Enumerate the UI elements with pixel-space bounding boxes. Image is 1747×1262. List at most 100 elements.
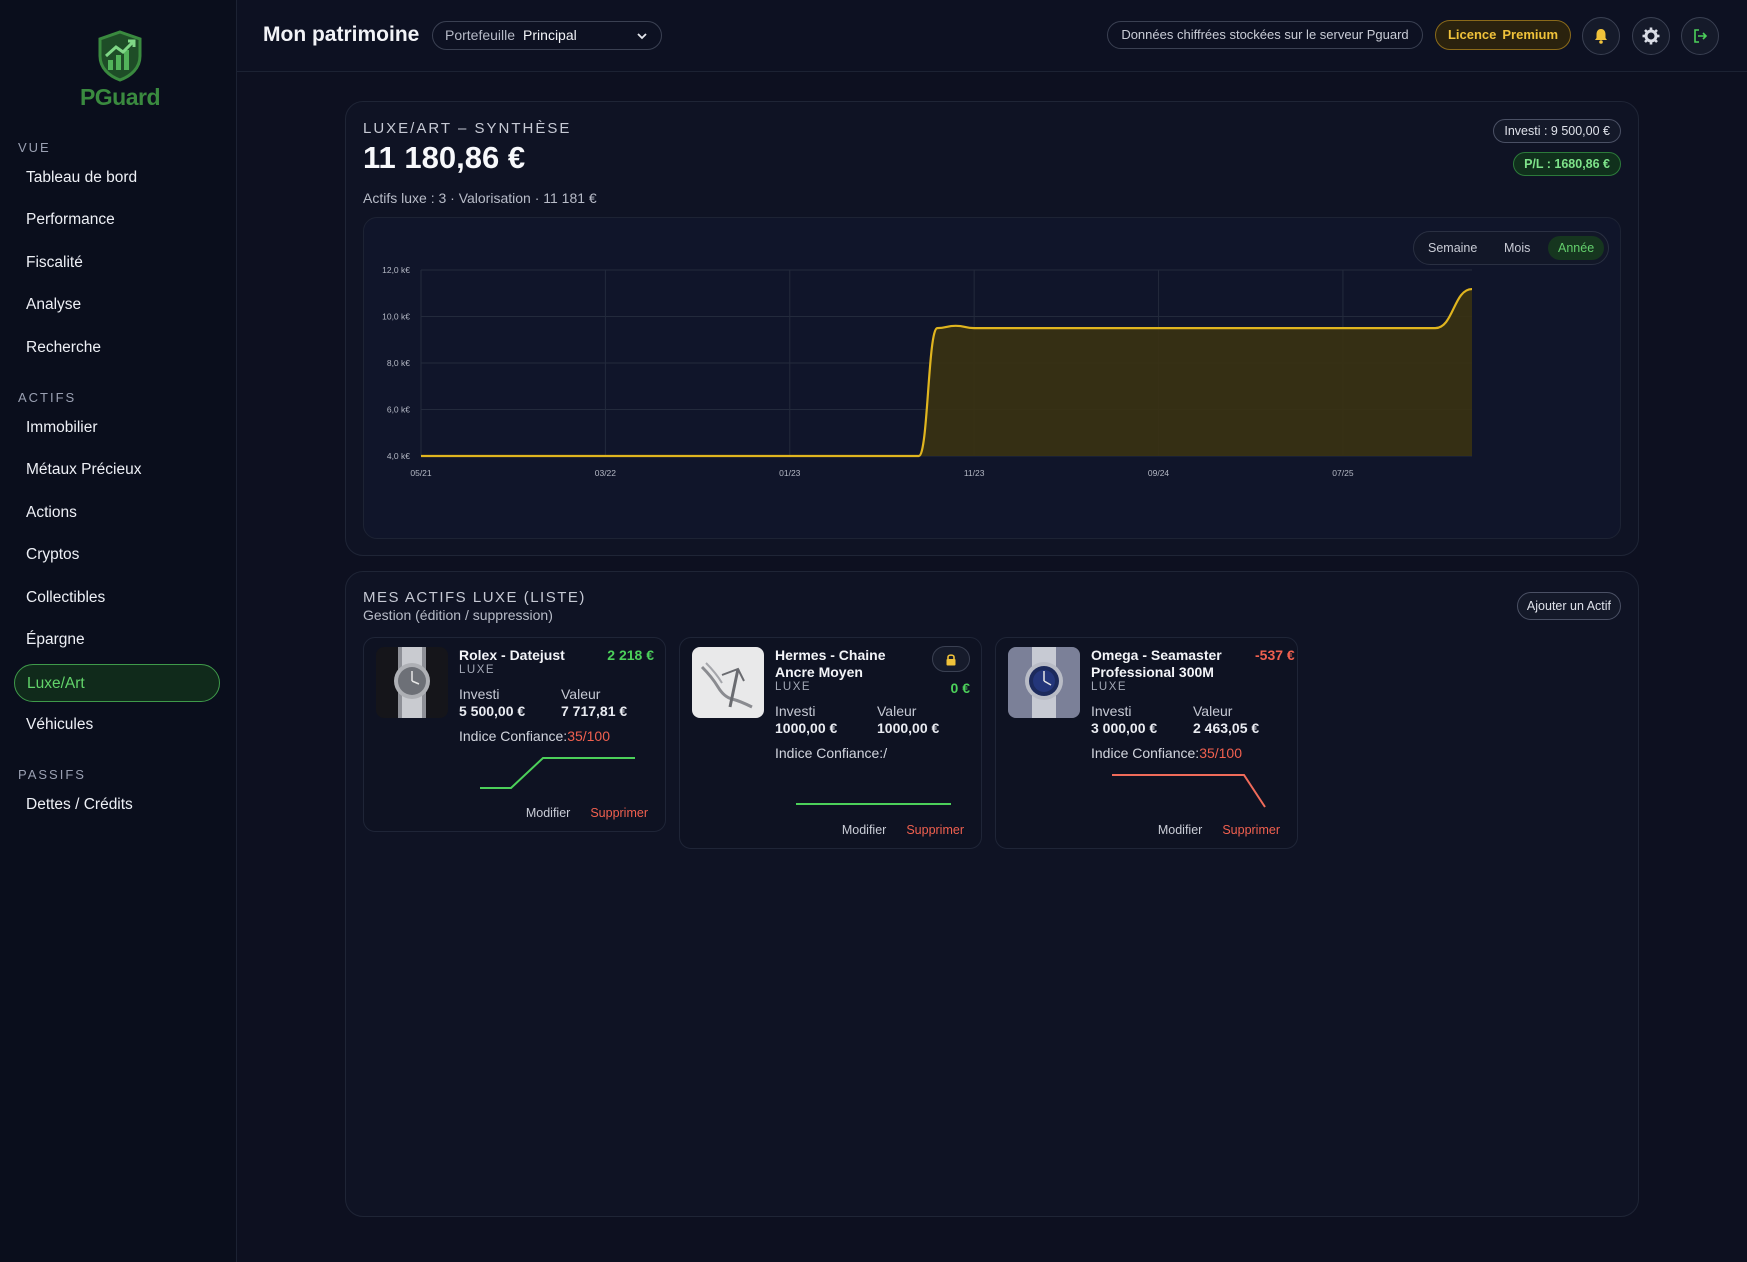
portfolio-label: Portefeuille bbox=[445, 27, 516, 43]
chart-area bbox=[421, 289, 1472, 456]
sidebar-item-tableau-de-bord[interactable]: Tableau de bord bbox=[26, 169, 138, 186]
lock-button[interactable] bbox=[932, 646, 970, 672]
shield-logo-icon bbox=[98, 30, 142, 82]
sidebar: PGuard VUE Tableau de bord Performance F… bbox=[0, 0, 237, 1262]
sidebar-item-luxe-art[interactable]: Luxe/Art bbox=[14, 664, 220, 702]
sidebar-item-performance[interactable]: Performance bbox=[26, 211, 115, 228]
delete-button[interactable]: Supprimer bbox=[590, 806, 648, 820]
summary-subline: Actifs luxe : 3 · Valorisation · 11 181 … bbox=[363, 190, 597, 206]
portfolio-value: Principal bbox=[523, 27, 577, 43]
asset-category: LUXE bbox=[459, 664, 496, 676]
asset-category: LUXE bbox=[1091, 681, 1128, 693]
summary-panel: LUXE/ART – SYNTHÈSE 11 180,86 € Actifs l… bbox=[345, 101, 1639, 556]
chevron-down-icon bbox=[637, 33, 647, 40]
asset-delta: -537 € bbox=[1255, 647, 1295, 663]
asset-card: Hermes - Chaine Ancre Moyen LUXE 0 € Inve… bbox=[679, 637, 982, 849]
invested-value: 3 000,00 € bbox=[1091, 720, 1158, 736]
notifications-button[interactable] bbox=[1582, 17, 1620, 55]
y-tick-label: 8,0 k€ bbox=[387, 358, 410, 368]
assets-panel: MES ACTIFS LUXE (LISTE) Gestion (édition… bbox=[345, 571, 1639, 1217]
asset-card: Rolex - Datejust LUXE 2 218 € Investi Va… bbox=[363, 637, 666, 832]
asset-actions: Modifier Supprimer bbox=[842, 823, 964, 837]
delete-button[interactable]: Supprimer bbox=[906, 823, 964, 837]
section-title-vue: VUE bbox=[18, 140, 51, 155]
range-mois[interactable]: Mois bbox=[1504, 241, 1531, 255]
x-tick-label: 05/21 bbox=[410, 468, 432, 478]
invested-badge: Investi : 9 500,00 € bbox=[1493, 119, 1621, 143]
y-tick-label: 10,0 k€ bbox=[382, 312, 410, 322]
app-logo[interactable]: PGuard bbox=[70, 30, 170, 111]
sidebar-item-recherche[interactable]: Recherche bbox=[26, 339, 101, 356]
license-tier: Premium bbox=[1502, 27, 1559, 42]
invested-value: 5 500,00 € bbox=[459, 703, 526, 719]
x-tick-label: 03/22 bbox=[595, 468, 617, 478]
section-title-actifs: ACTIFS bbox=[18, 390, 77, 405]
x-tick-label: 09/24 bbox=[1148, 468, 1170, 478]
sidebar-item-collectibles[interactable]: Collectibles bbox=[26, 589, 106, 606]
x-tick-label: 11/23 bbox=[964, 468, 985, 478]
invested-label: Investi bbox=[1091, 703, 1132, 719]
asset-name: Rolex - Datejust bbox=[459, 647, 565, 663]
invested-label: Investi bbox=[775, 703, 816, 719]
top-bar: Mon patrimoine Portefeuille Principal Don… bbox=[237, 0, 1747, 72]
asset-actions: Modifier Supprimer bbox=[526, 806, 648, 820]
sidebar-item-dettes-credits[interactable]: Dettes / Crédits bbox=[26, 796, 133, 813]
pl-badge: P/L : 1680,86 € bbox=[1513, 152, 1621, 176]
sidebar-item-metaux-precieux[interactable]: Métaux Précieux bbox=[26, 461, 142, 478]
edit-button[interactable]: Modifier bbox=[525, 806, 571, 820]
asset-actions: Modifier Supprimer bbox=[1158, 823, 1280, 837]
asset-photo bbox=[376, 647, 448, 718]
y-tick-label: 12,0 k€ bbox=[382, 265, 410, 275]
current-value: 2 463,05 € bbox=[1193, 720, 1260, 736]
asset-photo bbox=[692, 647, 764, 718]
value-label: Valeur bbox=[877, 703, 917, 719]
sidebar-item-fiscalite[interactable]: Fiscalité bbox=[26, 254, 83, 271]
current-value: 1000,00 € bbox=[877, 720, 940, 736]
license-label: Licence bbox=[1447, 27, 1497, 42]
invested-value: 1000,00 € bbox=[775, 720, 838, 736]
asset-photo bbox=[1008, 647, 1080, 718]
logout-button[interactable] bbox=[1681, 17, 1719, 55]
asset-name: Hermes - Chaine Ancre Moyen bbox=[775, 647, 886, 680]
invested-label: Investi bbox=[459, 686, 500, 702]
sidebar-item-immobilier[interactable]: Immobilier bbox=[26, 419, 98, 436]
total-value: 11 180,86 € bbox=[363, 140, 526, 175]
lock-icon bbox=[946, 653, 956, 665]
range-semaine[interactable]: Semaine bbox=[1428, 241, 1478, 255]
value-chart: 4,0 k€ 6,0 k€ 8,0 k€ 10,0 k€ 12,0 k€ 05/21 03/… bbox=[363, 217, 1621, 539]
asset-name: Omega - Seamaster Professional 300M bbox=[1091, 647, 1222, 680]
portfolio-select[interactable]: Portefeuille Principal bbox=[432, 21, 662, 50]
value-label: Valeur bbox=[561, 686, 601, 702]
edit-button[interactable]: Modifier bbox=[1157, 823, 1203, 837]
edit-button[interactable]: Modifier bbox=[841, 823, 887, 837]
delete-button[interactable]: Supprimer bbox=[1222, 823, 1280, 837]
x-tick-label: 07/25 bbox=[1332, 468, 1354, 478]
value-label: Valeur bbox=[1193, 703, 1233, 719]
asset-category: LUXE bbox=[775, 681, 812, 693]
sidebar-item-actions[interactable]: Actions bbox=[26, 504, 77, 521]
license-badge[interactable]: Licence Premium bbox=[1435, 20, 1571, 50]
confidence-index: Indice Confiance:35/100 bbox=[1091, 745, 1243, 761]
asset-sparkline bbox=[1112, 774, 1266, 808]
asset-delta: 2 218 € bbox=[607, 647, 654, 663]
app-name: PGuard bbox=[79, 84, 161, 110]
assets-title: MES ACTIFS LUXE (LISTE) bbox=[363, 589, 586, 606]
range-annee[interactable]: Année bbox=[1548, 236, 1605, 260]
asset-card: Omega - Seamaster Professional 300M LUXE … bbox=[995, 637, 1298, 849]
assets-subtitle: Gestion (édition / suppression) bbox=[363, 607, 553, 623]
sidebar-item-cryptos[interactable]: Cryptos bbox=[26, 546, 80, 563]
confidence-index: Indice Confiance:/ bbox=[775, 745, 888, 761]
chart-canvas: 4,0 k€ 6,0 k€ 8,0 k€ 10,0 k€ 12,0 k€ 05/21 03/… bbox=[382, 265, 1473, 478]
sidebar-item-epargne[interactable]: Épargne bbox=[26, 631, 85, 648]
sidebar-item-analyse[interactable]: Analyse bbox=[26, 296, 82, 313]
page-title: Mon patrimoine bbox=[263, 23, 420, 46]
section-title-passifs: PASSIFS bbox=[18, 767, 86, 782]
y-tick-label: 6,0 k€ bbox=[387, 405, 410, 415]
settings-button[interactable] bbox=[1632, 17, 1670, 55]
asset-sparkline bbox=[480, 757, 635, 789]
asset-delta: 0 € bbox=[950, 680, 970, 696]
bell-icon bbox=[1595, 29, 1607, 44]
sidebar-item-vehicules[interactable]: Véhicules bbox=[26, 716, 94, 733]
add-asset-button[interactable]: Ajouter un Actif bbox=[1516, 592, 1621, 620]
chart-line bbox=[420, 287, 1473, 458]
